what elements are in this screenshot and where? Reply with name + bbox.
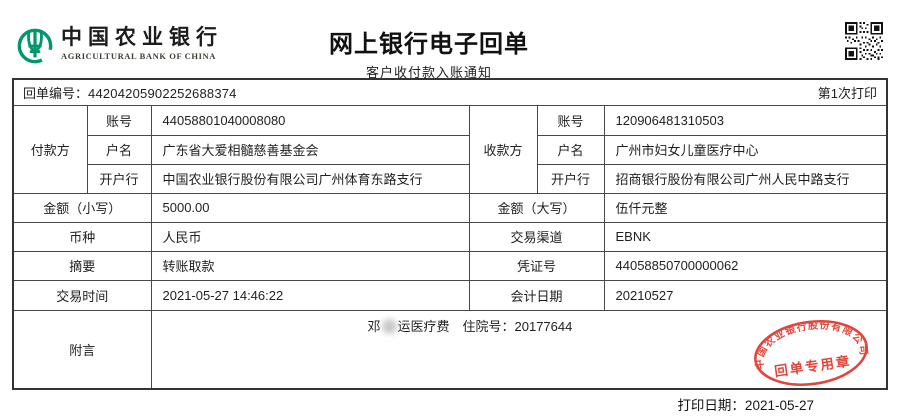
receipt-number-row: 回单编号：44204205902252688374 第1次打印 bbox=[14, 80, 886, 106]
table-row: 交易时间 2021-05-27 14:46:22 会计日期 20210527 bbox=[13, 279, 887, 311]
payer-account-value: 44058801040008080 bbox=[150, 105, 470, 136]
receipt-box: 回单编号：44204205902252688374 第1次打印 付款方 账号 4… bbox=[12, 78, 888, 390]
receipt-number: 回单编号：44204205902252688374 bbox=[23, 83, 237, 102]
receipt-number-value: 44204205902252688374 bbox=[88, 86, 237, 101]
table-row: 付款方 账号 44058801040008080 收款方 账号 12090648… bbox=[13, 105, 887, 194]
payer-name-value: 广东省大爱相髓慈善基金会 bbox=[150, 134, 470, 165]
txn-time-value: 2021-05-27 14:46:22 bbox=[150, 279, 470, 311]
accounting-date-value: 20210527 bbox=[603, 279, 887, 311]
table-row: 开户行 中国农业银行股份有限公司广州体育东路支行 开户行 招商银行股份有限公司广… bbox=[14, 163, 887, 194]
currency-label: 币种 bbox=[13, 221, 152, 252]
remark-suffix: 运医疗费 住院号：20177644 bbox=[397, 318, 573, 334]
payee-bank-value: 招商银行股份有限公司广州人民中路支行 bbox=[603, 163, 887, 194]
title-block: 网上银行电子回单 客户收付款入账通知 bbox=[329, 24, 529, 81]
page-title: 网上银行电子回单 bbox=[329, 31, 529, 58]
print-date: 打印日期：2021-05-27 bbox=[677, 398, 814, 413]
table-row: 户名 广东省大爱相髓慈善基金会 户名 广州市妇女儿童医疗中心 bbox=[14, 134, 887, 165]
remark-prefix: 邓 bbox=[367, 318, 381, 334]
remark-label: 附言 bbox=[13, 309, 152, 389]
accounting-date-label: 会计日期 bbox=[468, 279, 605, 311]
amount-digits-label: 金额（小写） bbox=[13, 192, 152, 223]
txn-time-label: 交易时间 bbox=[13, 279, 152, 311]
print-count: 第1次打印 bbox=[817, 86, 877, 101]
bank-logo-block: 中国农业银行 AGRICULTURAL BANK OF CHINA bbox=[16, 24, 223, 65]
channel-value: EBNK bbox=[603, 221, 887, 252]
amount-words-value: 伍仟元整 bbox=[603, 192, 887, 223]
abc-bank-logo-icon bbox=[17, 28, 53, 64]
payee-name-value: 广州市妇女儿童医疗中心 bbox=[603, 134, 887, 165]
payer-name-label: 户名 bbox=[86, 134, 152, 165]
receipt-table: 付款方 账号 44058801040008080 收款方 账号 12090648… bbox=[13, 105, 887, 389]
qr-code-icon bbox=[845, 22, 883, 60]
payer-bank-label: 开户行 bbox=[86, 163, 152, 194]
payee-name-label: 户名 bbox=[536, 134, 605, 165]
page-subtitle: 客户收付款入账通知 bbox=[365, 65, 492, 80]
amount-words-label: 金额（大写） bbox=[468, 192, 605, 223]
bank-name-cn: 中国农业银行 bbox=[61, 25, 223, 49]
payer-bank-value: 中国农业银行股份有限公司广州体育东路支行 bbox=[150, 163, 470, 194]
summary-value: 转账取款 bbox=[150, 250, 470, 281]
payer-account-label: 账号 bbox=[86, 105, 152, 136]
remark-text: 邓运医疗费 住院号：20177644 bbox=[367, 316, 886, 335]
redacted-character bbox=[381, 318, 397, 334]
payee-account-value: 120906481310503 bbox=[603, 105, 887, 136]
payee-account-label: 账号 bbox=[536, 105, 605, 136]
bank-name-en: AGRICULTURAL BANK OF CHINA bbox=[61, 51, 217, 61]
bank-names: 中国农业银行 AGRICULTURAL BANK OF CHINA bbox=[61, 24, 223, 61]
amount-digits-value: 5000.00 bbox=[150, 192, 470, 223]
payee-bank-label: 开户行 bbox=[536, 163, 605, 194]
receipt-number-label: 回单编号： bbox=[23, 86, 89, 101]
stamp-center-text: 回单专用章 bbox=[773, 353, 852, 380]
channel-label: 交易渠道 bbox=[468, 221, 605, 252]
voucher-value: 44058850700000062 bbox=[603, 250, 887, 281]
table-row: 金额（小写） 5000.00 金额（大写） 伍仟元整 bbox=[13, 192, 887, 223]
currency-value: 人民币 bbox=[150, 221, 470, 252]
payee-side-label: 收款方 bbox=[468, 105, 538, 194]
table-row: 摘要 转账取款 凭证号 44058850700000062 bbox=[13, 250, 887, 281]
summary-label: 摘要 bbox=[13, 250, 152, 281]
payer-side-label: 付款方 bbox=[13, 105, 88, 194]
voucher-label: 凭证号 bbox=[468, 250, 605, 281]
table-row: 币种 人民币 交易渠道 EBNK bbox=[13, 221, 887, 252]
